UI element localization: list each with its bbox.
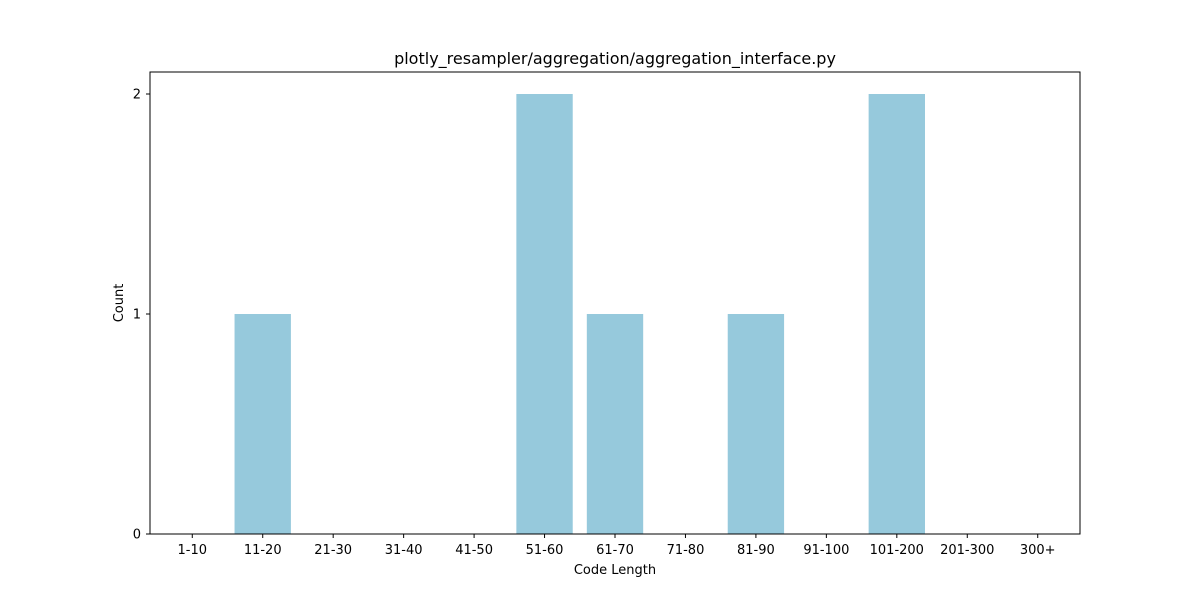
y-tick-label: 1 xyxy=(133,308,141,323)
chart-title: plotly_resampler/aggregation/aggregation… xyxy=(394,49,836,69)
x-tick-label: 51-60 xyxy=(526,543,564,558)
x-axis: 1-10 11-20 21-30 31-40 41-50 51-60 61-70 71-80 8… xyxy=(178,534,1056,558)
x-tick-label: 91-100 xyxy=(803,543,849,558)
x-tick-label: 300+ xyxy=(1020,543,1056,558)
x-tick-label: 81-90 xyxy=(737,543,775,558)
x-tick-label: 61-70 xyxy=(596,543,634,558)
y-tick-label: 2 xyxy=(133,88,141,103)
bar-81-90 xyxy=(727,314,785,534)
x-tick-label: 101-200 xyxy=(870,543,924,558)
x-tick-label: 1-10 xyxy=(178,543,208,558)
y-axis: 0 1 2 xyxy=(133,88,150,543)
x-tick-label: 201-300 xyxy=(940,543,994,558)
x-tick-label: 11-20 xyxy=(244,543,282,558)
y-tick-label: 0 xyxy=(133,528,141,543)
y-axis-label: Count xyxy=(112,284,127,323)
x-tick-label: 31-40 xyxy=(385,543,423,558)
x-axis-label: Code Length xyxy=(574,563,656,578)
x-tick-label: 71-80 xyxy=(667,543,705,558)
x-tick-label: 41-50 xyxy=(455,543,493,558)
bar-51-60 xyxy=(516,94,573,534)
bar-101-200 xyxy=(868,94,925,534)
x-tick-label: 21-30 xyxy=(314,543,352,558)
bar-11-20 xyxy=(234,314,291,534)
bars-layer xyxy=(234,94,925,534)
bar-61-70 xyxy=(586,314,644,534)
